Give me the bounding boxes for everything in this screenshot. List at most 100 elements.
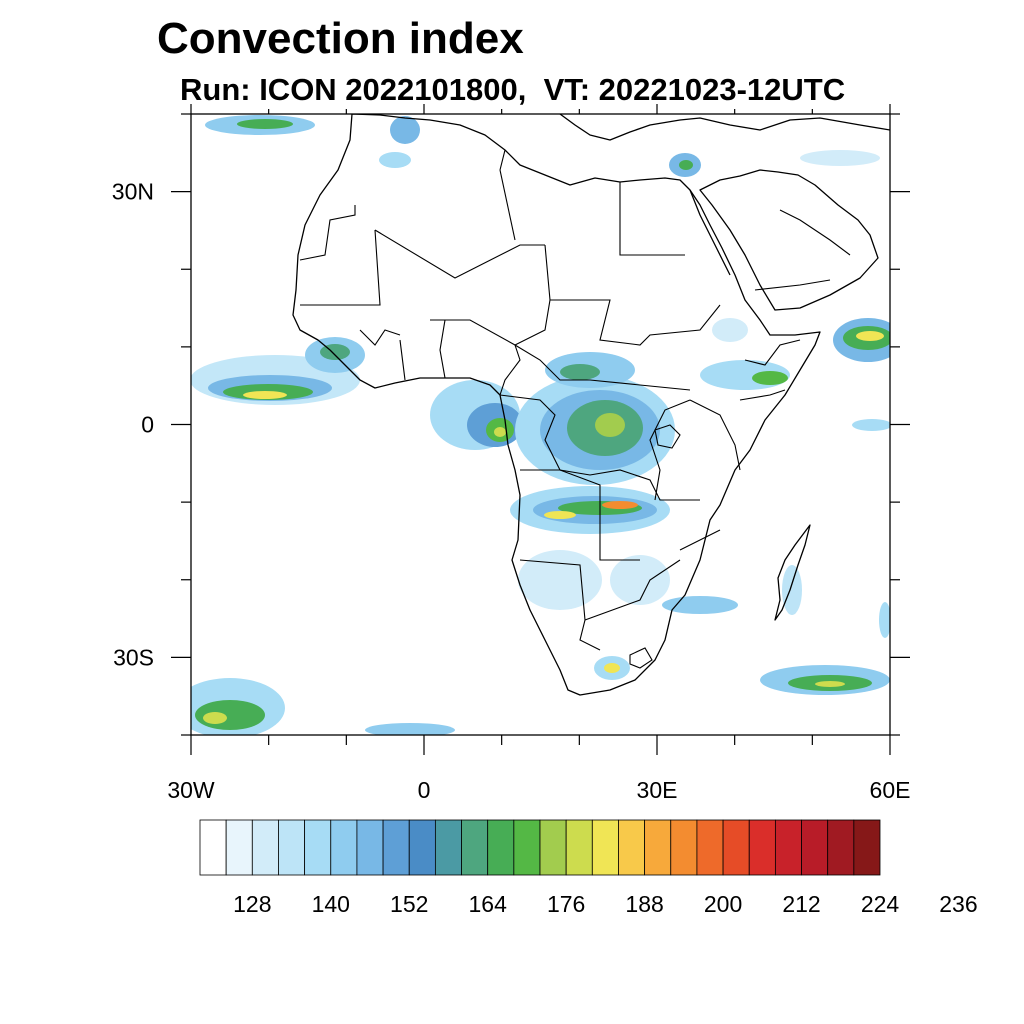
valid-time-label: VT: 20221023-12UTC xyxy=(543,72,846,107)
colorbar-swatch xyxy=(330,819,358,876)
border xyxy=(649,399,691,501)
border xyxy=(499,169,516,241)
convection-area xyxy=(679,160,693,170)
border xyxy=(619,182,685,256)
y-tick-label: 0 xyxy=(141,412,154,438)
colorbar-swatch xyxy=(356,819,384,876)
colorbar-label: 164 xyxy=(469,891,508,917)
colorbar-swatch xyxy=(461,819,489,876)
x-tick-label: 60E xyxy=(870,777,911,803)
border xyxy=(689,399,741,471)
colorbar-swatch xyxy=(199,819,227,876)
colorbar-swatch xyxy=(722,819,750,876)
colorbar-swatch xyxy=(434,819,462,876)
convection-area xyxy=(544,511,576,519)
border xyxy=(374,229,545,279)
colorbar-label: 224 xyxy=(861,891,900,917)
colorbar-swatch xyxy=(408,819,436,876)
colorbar-swatch xyxy=(539,819,567,876)
x-tick-label: 0 xyxy=(418,777,431,803)
convection-area xyxy=(390,116,420,144)
colorbar-swatch xyxy=(853,819,881,876)
colorbar: 128 140 152 164 176 188 200 212 224 236 xyxy=(199,819,978,917)
coastlines xyxy=(292,114,890,696)
colorbar-swatch xyxy=(565,819,593,876)
border xyxy=(300,229,381,306)
convection-field xyxy=(191,115,890,735)
colorbar-label: 176 xyxy=(547,891,585,917)
colorbar-swatch xyxy=(278,819,306,876)
convection-area xyxy=(815,681,845,687)
border xyxy=(519,559,681,621)
convection-area xyxy=(662,596,738,614)
madagascar xyxy=(774,524,811,621)
y-tick-label: 30S xyxy=(113,644,154,670)
convection-area xyxy=(602,501,638,509)
colorbar-label: 200 xyxy=(704,891,742,917)
convection-area xyxy=(560,364,600,380)
europe-coast xyxy=(559,114,890,141)
border xyxy=(299,205,356,261)
colorbar-swatch xyxy=(827,819,855,876)
colorbar-label: 236 xyxy=(939,891,977,917)
lake-victoria xyxy=(654,424,681,449)
y-tick-label: 30N xyxy=(112,179,154,205)
convection-area xyxy=(595,413,625,437)
convection-area xyxy=(852,419,890,431)
x-tick-label: 30W xyxy=(167,777,215,803)
colorbar-swatch xyxy=(225,819,253,876)
colorbar-swatch xyxy=(591,819,619,876)
convection-area xyxy=(610,555,670,605)
border xyxy=(514,244,551,346)
colorbar-swatch xyxy=(513,819,541,876)
colorbar-swatch xyxy=(304,819,332,876)
colorbar-swatch xyxy=(251,819,279,876)
lesotho xyxy=(629,647,653,669)
convection-area xyxy=(752,371,788,385)
colorbar-label: 128 xyxy=(233,891,271,917)
border xyxy=(520,469,640,561)
chart-subtitle: Run: ICON 2022101800, VT: 20221023-12UTC xyxy=(180,72,845,108)
colorbar-swatch xyxy=(670,819,698,876)
convection-area xyxy=(518,550,602,610)
chart-title: Convection index xyxy=(157,14,524,63)
convection-area xyxy=(365,723,455,735)
country-borders xyxy=(299,149,851,669)
border xyxy=(679,529,721,551)
x-tick-label: 30E xyxy=(637,777,678,803)
map-axes: 30W 0 30E 60E 30N 0 30S xyxy=(112,104,911,803)
border xyxy=(430,319,691,391)
convection-area xyxy=(320,344,350,360)
africa-coastline xyxy=(292,114,821,696)
colorbar-swatch xyxy=(774,819,802,876)
convection-area xyxy=(879,602,890,638)
colorbar-label: 140 xyxy=(312,891,350,917)
border xyxy=(399,339,406,381)
convection-area xyxy=(203,712,227,724)
colorbar-swatch xyxy=(801,819,829,876)
convection-area xyxy=(379,152,411,168)
convection-area xyxy=(237,119,293,129)
border xyxy=(579,619,601,651)
convection-area xyxy=(494,427,506,437)
colorbar-swatch xyxy=(748,819,776,876)
border xyxy=(744,339,801,366)
border xyxy=(550,299,721,346)
convection-area xyxy=(243,391,287,399)
border xyxy=(439,319,446,379)
colorbar-swatch xyxy=(696,819,724,876)
border xyxy=(499,394,700,501)
arabian-peninsula xyxy=(699,169,879,311)
colorbar-swatch xyxy=(382,819,410,876)
border xyxy=(359,329,401,346)
border xyxy=(779,209,851,256)
convection-area xyxy=(800,150,880,166)
colorbar-label: 212 xyxy=(782,891,820,917)
convection-area xyxy=(712,318,748,342)
red-sea xyxy=(689,189,731,276)
border xyxy=(499,344,521,396)
colorbar-swatch xyxy=(644,819,672,876)
run-label: Run: ICON 2022101800, xyxy=(180,72,527,107)
border xyxy=(739,389,786,401)
